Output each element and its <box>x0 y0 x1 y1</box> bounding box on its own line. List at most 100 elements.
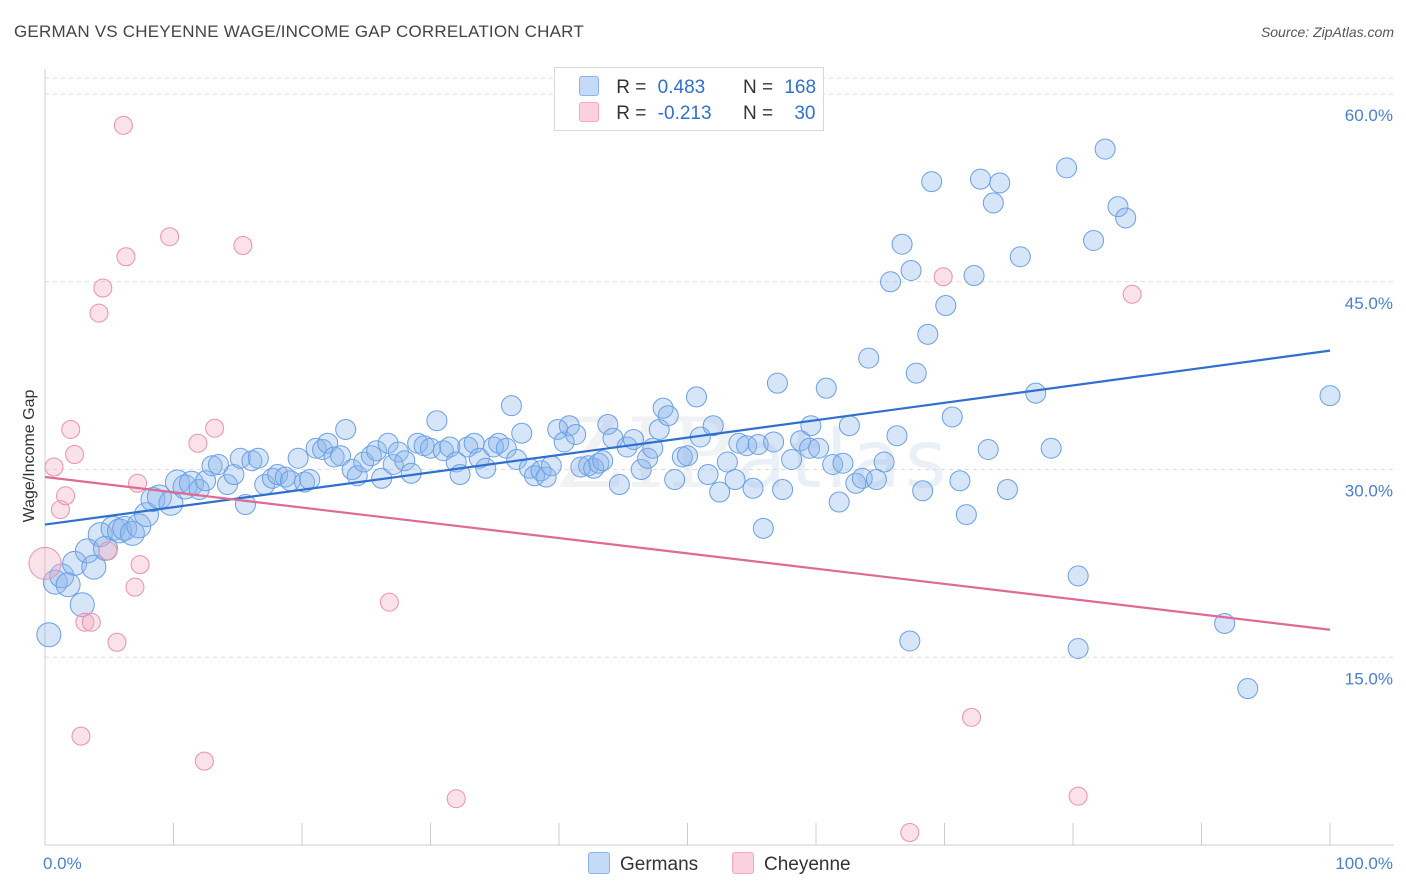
legend-row-germans: R = 0.483 N = 168 <box>579 76 816 100</box>
germans-point <box>747 433 769 455</box>
germans-point <box>900 260 922 282</box>
germans-point <box>1056 157 1078 179</box>
germans-point <box>657 405 679 427</box>
germans-point <box>772 479 794 501</box>
germans-point <box>989 172 1011 194</box>
germans-point <box>977 438 999 460</box>
germans-point <box>677 445 698 467</box>
cheyenne-legend-swatch <box>732 852 754 874</box>
cheyenne-point <box>28 546 62 580</box>
germans-point <box>808 437 830 459</box>
germans-point <box>445 451 467 473</box>
germans-point <box>1040 437 1062 459</box>
germans-point <box>955 504 977 526</box>
cheyenne-point <box>205 418 225 438</box>
cheyenne-swatch <box>579 102 599 122</box>
cheyenne-point <box>113 115 133 135</box>
germans-legend-swatch <box>588 852 610 874</box>
cheyenne-point <box>71 726 91 746</box>
germans-point <box>996 479 1018 501</box>
germans-point <box>511 422 533 444</box>
germans-point <box>664 469 686 491</box>
germans-point <box>36 622 62 648</box>
y-tick-label: 45.0% <box>1345 294 1393 313</box>
germans-point <box>592 450 614 472</box>
cheyenne-point <box>194 751 214 771</box>
bottom-legend-cheyenne: Cheyenne <box>732 852 851 876</box>
germans-point <box>815 377 837 399</box>
cheyenne-points <box>28 115 1142 842</box>
cheyenne-n-label: N = <box>742 103 774 124</box>
germans-point <box>886 425 908 447</box>
y-tick-label: 60.0% <box>1345 106 1393 125</box>
germans-point <box>1009 246 1031 268</box>
germans-point <box>535 466 557 488</box>
germans-point <box>949 470 971 492</box>
germans-point <box>1067 637 1089 659</box>
cheyenne-point <box>107 632 127 652</box>
germans-point <box>426 410 448 432</box>
germans-point <box>921 171 943 193</box>
germans-point <box>828 491 850 513</box>
source-label: Source: ZipAtlas.com <box>1260 24 1394 40</box>
germans-point <box>969 168 991 190</box>
germans-point <box>119 520 145 546</box>
germans-point <box>588 452 610 474</box>
x-tick-label: 0.0% <box>43 854 82 873</box>
cheyenne-r-label: R = <box>616 103 647 124</box>
cheyenne-point <box>125 577 145 597</box>
germans-point <box>305 437 327 459</box>
germans-point <box>207 454 229 476</box>
stats-legend: R = 0.483 N = 168 R = -0.213 N = 30 <box>554 67 824 131</box>
cheyenne-point <box>75 612 95 632</box>
germans-point <box>558 415 580 437</box>
germans-point <box>69 592 95 618</box>
germans-point <box>216 474 238 496</box>
germans-point <box>724 469 746 491</box>
germans-point <box>299 469 321 491</box>
cheyenne-point <box>160 227 180 247</box>
chart-title: GERMAN VS CHEYENNE WAGE/INCOME GAP CORRE… <box>14 22 584 41</box>
germans-point <box>899 630 921 652</box>
germans-point <box>781 449 803 471</box>
cheyenne-point <box>188 433 208 453</box>
germans-point <box>547 418 569 440</box>
germans-point <box>223 464 245 486</box>
cheyenne-point <box>93 278 113 298</box>
germans-point <box>457 436 479 458</box>
cheyenne-trend-line <box>44 475 1331 631</box>
germans-n-label: N = <box>742 77 774 98</box>
germans-point <box>323 446 345 468</box>
germans-point <box>382 454 404 476</box>
germans-point <box>500 395 522 417</box>
germans-point <box>1107 196 1129 218</box>
germans-point <box>790 430 812 452</box>
cheyenne-point <box>56 486 76 506</box>
germans-point <box>608 474 630 496</box>
germans-point <box>832 452 854 474</box>
germans-point <box>935 295 957 317</box>
germans-point <box>697 464 719 486</box>
germans-point <box>763 431 785 453</box>
germans-point <box>891 233 913 255</box>
germans-point <box>963 265 985 287</box>
grid-lines <box>45 77 1394 658</box>
germans-point <box>267 464 289 486</box>
germans-points <box>36 138 1341 700</box>
cheyenne-point <box>961 707 981 727</box>
cheyenne-point <box>900 822 920 842</box>
germans-legend-label: Germans <box>620 854 699 875</box>
germans-trend-line <box>44 349 1331 526</box>
germans-point <box>1115 207 1137 229</box>
cheyenne-point <box>116 247 136 267</box>
germans-point <box>873 451 895 473</box>
germans-point <box>317 432 339 454</box>
germans-point <box>420 437 441 459</box>
germans-point <box>330 445 352 467</box>
germans-point <box>685 386 707 408</box>
germans-point <box>716 451 738 473</box>
germans-point <box>905 362 927 384</box>
germans-point <box>637 447 659 469</box>
axes <box>44 69 1394 846</box>
germans-point <box>335 418 357 440</box>
